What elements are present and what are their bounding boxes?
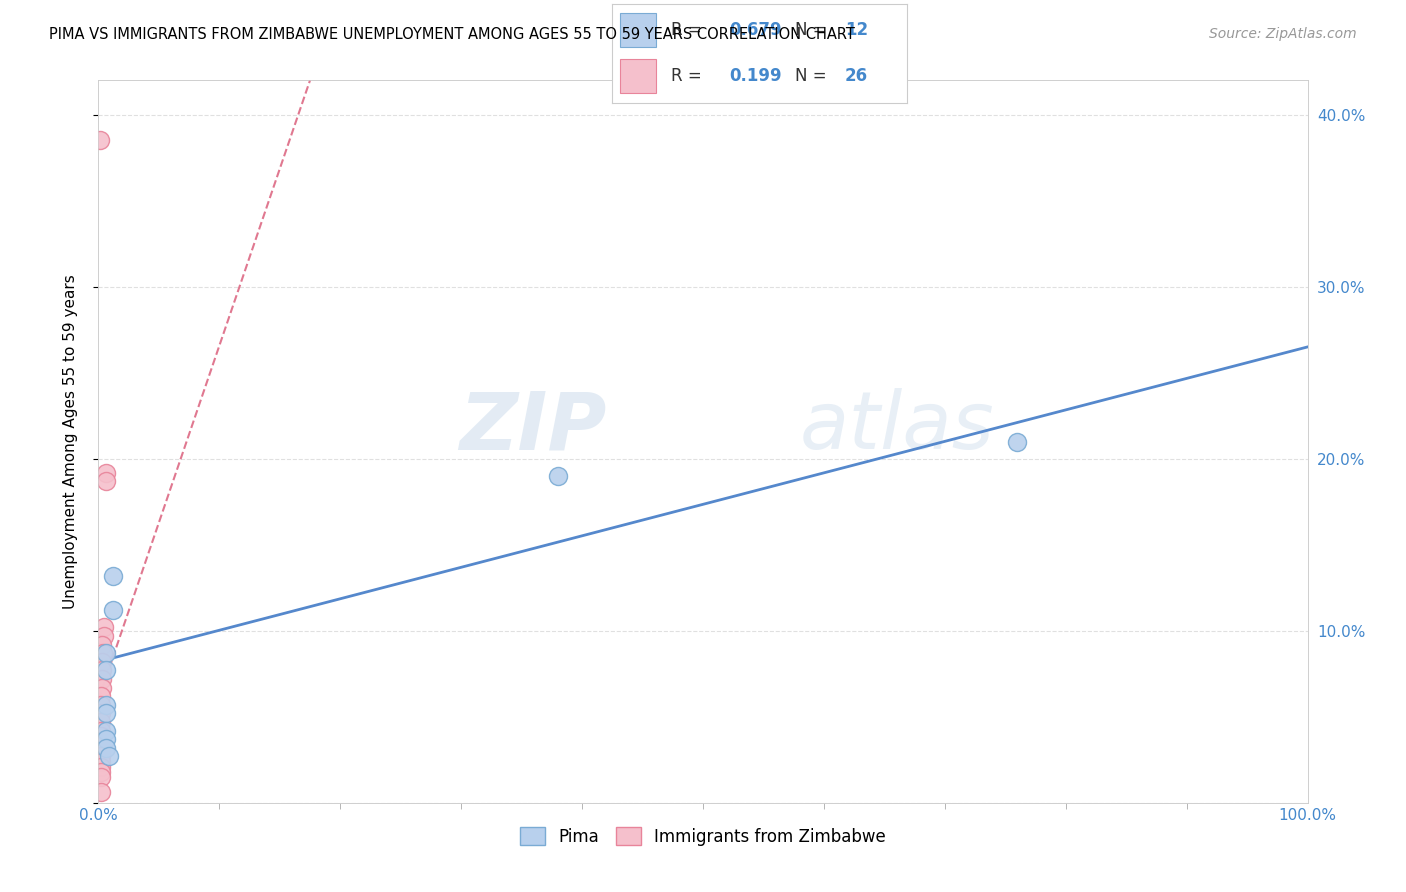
Point bbox=[91, 672, 114, 686]
Text: R =: R = bbox=[671, 67, 707, 85]
Point bbox=[94, 646, 117, 660]
Point bbox=[93, 629, 115, 643]
Point bbox=[101, 603, 124, 617]
Point bbox=[90, 755, 112, 769]
Text: R =: R = bbox=[671, 21, 707, 39]
Point bbox=[98, 749, 121, 764]
Point bbox=[94, 698, 117, 712]
Point bbox=[90, 729, 112, 743]
Text: Source: ZipAtlas.com: Source: ZipAtlas.com bbox=[1209, 27, 1357, 41]
Text: ZIP: ZIP bbox=[458, 388, 606, 467]
Point bbox=[90, 706, 112, 721]
Point bbox=[90, 760, 112, 774]
Y-axis label: Unemployment Among Ages 55 to 59 years: Unemployment Among Ages 55 to 59 years bbox=[63, 274, 77, 609]
Point bbox=[101, 568, 124, 582]
Text: 0.199: 0.199 bbox=[730, 67, 782, 85]
Point bbox=[90, 723, 112, 738]
Text: N =: N = bbox=[794, 67, 831, 85]
Text: atlas: atlas bbox=[800, 388, 994, 467]
Text: PIMA VS IMMIGRANTS FROM ZIMBABWE UNEMPLOYMENT AMONG AGES 55 TO 59 YEARS CORRELAT: PIMA VS IMMIGRANTS FROM ZIMBABWE UNEMPLO… bbox=[49, 27, 855, 42]
Point bbox=[90, 714, 112, 729]
Point bbox=[94, 740, 117, 755]
Point bbox=[90, 785, 112, 799]
Bar bbox=[620, 60, 655, 93]
Point bbox=[91, 655, 114, 669]
Legend: Pima, Immigrants from Zimbabwe: Pima, Immigrants from Zimbabwe bbox=[513, 821, 893, 852]
Point bbox=[90, 739, 112, 753]
Point bbox=[547, 469, 569, 483]
Point bbox=[90, 744, 112, 758]
Point bbox=[90, 698, 112, 712]
Point bbox=[93, 620, 115, 634]
Point bbox=[91, 681, 114, 695]
Point bbox=[94, 474, 117, 488]
Point bbox=[89, 133, 111, 147]
Point bbox=[91, 664, 114, 678]
Point bbox=[94, 723, 117, 738]
Point bbox=[94, 466, 117, 480]
Point bbox=[90, 689, 112, 703]
Point bbox=[91, 646, 114, 660]
Bar bbox=[620, 13, 655, 46]
Text: N =: N = bbox=[794, 21, 831, 39]
Text: 0.679: 0.679 bbox=[730, 21, 782, 39]
Point bbox=[94, 706, 117, 721]
Point bbox=[91, 638, 114, 652]
Point bbox=[1007, 434, 1029, 449]
Point bbox=[90, 749, 112, 764]
Point bbox=[94, 664, 117, 678]
Point bbox=[90, 764, 112, 779]
Point bbox=[94, 732, 117, 747]
Point bbox=[90, 734, 112, 748]
Text: 26: 26 bbox=[845, 67, 868, 85]
Text: 12: 12 bbox=[845, 21, 868, 39]
Point bbox=[90, 770, 112, 784]
